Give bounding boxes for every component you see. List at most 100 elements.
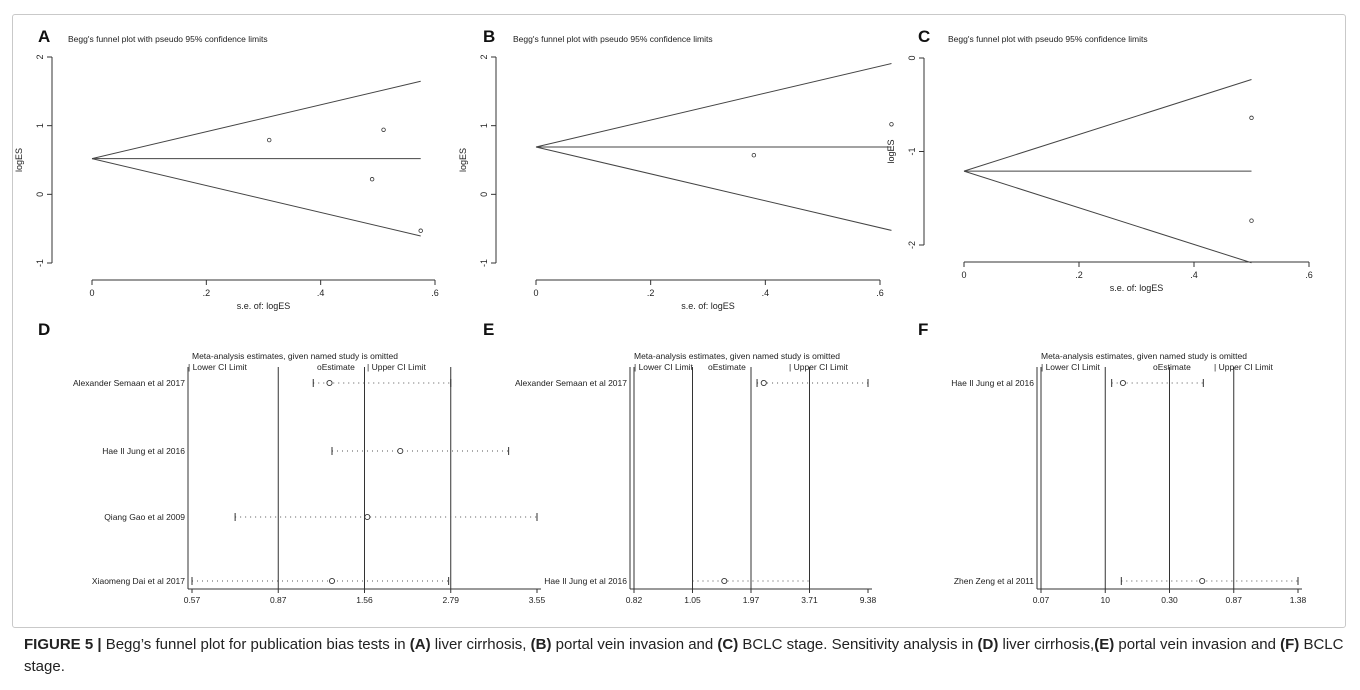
study-point: [267, 137, 272, 143]
study-point: [751, 152, 757, 158]
legend-marker: o: [1153, 362, 1158, 372]
x-tick-label: 0.07: [1033, 595, 1050, 605]
caption-segment: (D): [977, 636, 999, 653]
funnel-plot-a: A Begg's funnel plot with pseudo 95% conf…: [14, 27, 439, 311]
x-tick-label: .2: [1075, 270, 1083, 280]
legend-label: Upper CI Limit: [372, 362, 427, 372]
figure-border: [12, 14, 1346, 628]
x-tick-label: 0: [961, 270, 966, 280]
upper-limit-line: [535, 63, 892, 148]
study-label: Hae Il Jung et al 2016: [102, 446, 185, 456]
x-tick-label: 0: [533, 288, 538, 298]
estimate-marker: [721, 577, 728, 585]
x-tick-label: 9.38: [860, 595, 877, 605]
x-tick-label: 2.79: [442, 595, 459, 605]
x-tick-label: 1.56: [356, 595, 373, 605]
study-label: Qiang Gao et al 2009: [104, 512, 185, 522]
upper-limit-line: [91, 80, 421, 160]
x-tick-label: 0.87: [270, 595, 287, 605]
x-axis-label: s.e. of: logES: [237, 301, 291, 311]
y-tick-label: -1: [479, 259, 489, 267]
panel-letter: A: [38, 27, 50, 46]
legend-marker: |: [367, 362, 372, 372]
x-tick-label: 0.30: [1161, 595, 1178, 605]
lower-limit-line: [963, 170, 1252, 264]
y-axis-label: logES: [458, 148, 468, 172]
legend-item: | Lower CI Limit: [634, 362, 694, 372]
y-tick-label: 0: [907, 55, 917, 60]
funnel-plot-c: C Begg's funnel plot with pseudo 95% conf…: [886, 27, 1313, 293]
funnel-plot-b: B Begg's funnel plot with pseudo 95% conf…: [458, 27, 894, 311]
study-point: [889, 122, 894, 127]
study-point: [381, 127, 386, 132]
legend-item: | Upper CI Limit: [367, 362, 427, 372]
lower-limit-line: [535, 146, 892, 231]
legend-item: oEstimate: [317, 362, 355, 372]
caption-segment: liver cirrhosis,: [998, 636, 1095, 653]
estimate-marker: [397, 447, 404, 455]
x-tick-label: 3.55: [529, 595, 546, 605]
y-tick-label: 2: [479, 54, 489, 59]
estimate-marker: [760, 379, 767, 387]
legend-label: Estimate: [1158, 362, 1191, 372]
x-tick-label: 3.71: [801, 595, 818, 605]
legend-item: oEstimate: [1153, 362, 1191, 372]
y-tick-label: -1: [907, 147, 917, 155]
legend-marker: |: [1041, 362, 1046, 372]
x-tick-label: 1.97: [743, 595, 760, 605]
sensitivity-plot-d: D Meta-analysis estimates, given named st…: [38, 320, 546, 605]
y-tick-label: 2: [35, 54, 45, 59]
study-point: [1249, 115, 1254, 121]
caption-segment: (E): [1094, 636, 1115, 653]
legend-marker: |: [1214, 362, 1219, 372]
x-tick-label: .4: [317, 288, 325, 298]
study-label: Hae Il Jung et al 2016: [544, 576, 627, 586]
legend-label: Estimate: [713, 362, 746, 372]
caption-segment: portal vein invasion and: [551, 636, 718, 653]
legend-label: Upper CI Limit: [794, 362, 849, 372]
x-tick-label: .6: [1305, 270, 1313, 280]
x-tick-label: .2: [647, 288, 655, 298]
panel-letter: C: [918, 27, 930, 46]
x-tick-label: 10: [1101, 595, 1111, 605]
caption-label: FIGURE 5 |: [24, 636, 102, 653]
study-label: Hae Il Jung et al 2016: [951, 378, 1034, 388]
caption-text: Begg’s funnel plot for publication bias …: [24, 636, 1343, 675]
y-axis-label: logES: [886, 139, 896, 163]
legend-item: | Upper CI Limit: [1214, 362, 1274, 372]
panel-letter: E: [483, 320, 494, 339]
x-tick-label: 0.57: [184, 595, 201, 605]
chart-title: Meta-analysis estimates, given named stu…: [634, 351, 840, 361]
x-tick-label: 0.82: [626, 595, 643, 605]
caption-segment: (B): [530, 636, 552, 653]
estimate-marker: [328, 577, 336, 585]
sensitivity-plot-e: E Meta-analysis estimates, given named st…: [483, 320, 877, 605]
legend-label: Estimate: [322, 362, 355, 372]
study-point: [369, 177, 375, 182]
panel-letter: F: [918, 320, 928, 339]
caption-segment: (F): [1280, 636, 1300, 653]
study-label: Zhen Zeng et al 2011: [954, 576, 1034, 586]
chart-title: Begg's funnel plot with pseudo 95% confi…: [68, 34, 268, 44]
panel-letter: B: [483, 27, 495, 46]
study-label: Xiaomeng Dai et al 2017: [92, 576, 185, 586]
y-tick-label: 0: [35, 192, 45, 197]
caption-segment: BCLC stage.: [24, 636, 1344, 675]
caption-segment: BCLC stage. Sensitivity analysis in: [738, 636, 978, 653]
caption-segment: portal vein invasion and: [1114, 636, 1281, 653]
legend-label: Lower CI Limit: [1046, 362, 1101, 372]
legend-label: Lower CI Limit: [639, 362, 694, 372]
caption-segment: Begg’s funnel plot for publication bias …: [101, 636, 410, 653]
x-tick-label: .6: [876, 288, 884, 298]
y-tick-label: -1: [35, 259, 45, 267]
y-tick-label: 0: [479, 192, 489, 197]
estimate-marker: [1119, 379, 1126, 387]
x-tick-label: .4: [1190, 270, 1198, 280]
legend-marker: |: [789, 362, 794, 372]
legend-marker: |: [188, 362, 193, 372]
legend-marker: o: [708, 362, 713, 372]
y-tick-label: -2: [907, 241, 917, 249]
y-tick-label: 1: [479, 123, 489, 128]
estimate-marker: [326, 379, 333, 387]
legend-item: oEstimate: [708, 362, 746, 372]
